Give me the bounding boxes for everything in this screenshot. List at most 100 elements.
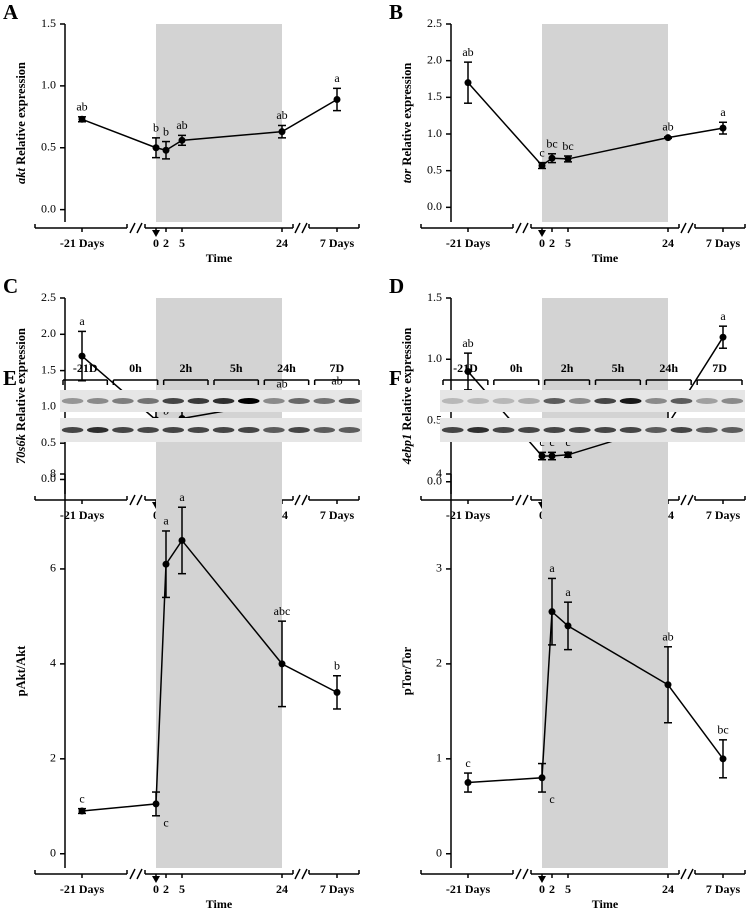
y-tick-label: 1.5 [427,290,442,304]
blot-band [187,398,210,404]
blot-band [441,427,464,433]
data-point [548,154,556,162]
data-point [278,128,286,136]
blot-lane-label: 24h [277,361,296,375]
x-tick-label: 7 Days [706,508,741,522]
data-point [564,155,572,163]
y-tick-label: 0 [50,846,56,860]
blot-band [518,427,540,433]
significance-letter: abc [274,604,291,618]
x-tick-label: 24 [276,882,288,896]
blot-band [61,427,84,433]
axis-break [129,222,136,234]
blot-band [86,427,109,433]
axis-break [129,868,136,880]
y-axis-label-text: pAkt/Akt [14,645,28,697]
significance-letter: c [549,792,554,806]
y-tick-label: 2.0 [41,326,56,340]
x-tick-label: 7 Days [320,236,355,250]
blot-band [338,398,361,404]
blot-band [237,427,260,433]
blot-lane-label: 7D [712,361,727,375]
significance-letter: ab [462,336,473,350]
y-axis-label-text: pTor/Tor [400,646,414,695]
blot-band [543,398,566,404]
blot-lane-label: 7D [329,361,344,375]
y-tick-label: 4 [50,656,56,670]
x-tick-label: 0 [153,882,159,896]
blot-band [137,427,159,433]
data-point [464,368,472,375]
x-tick-label: 24 [662,882,674,896]
blot-band [263,398,285,404]
blot-band [112,427,134,433]
blot-band [237,398,260,404]
data-point [548,608,556,616]
blot-band [61,398,84,404]
y-axis-label-gene: tor [400,169,414,184]
significance-letter: a [79,314,85,328]
significance-letter: c [465,756,470,770]
data-point [464,79,472,87]
blot-band [288,398,310,404]
x-tick-label: -21 Days [446,508,491,522]
y-axis-label: pTor/Tor [400,646,414,695]
blot-band [112,398,134,404]
data-line [467,610,724,784]
x-tick-label: 7 Days [706,882,741,896]
y-axis-label-gene: 4ebp1 [400,434,414,466]
axis-break [680,222,687,234]
y-tick-label: 4 [436,466,442,480]
y-axis-label: pAkt/Akt [14,645,28,697]
x-tick-label: 0 [539,882,545,896]
axis-break [680,868,687,880]
y-tick-label: 2.0 [427,52,442,66]
data-line [81,539,338,812]
blot-band [721,427,744,433]
y-axis-label-gene: 70s6k [14,433,28,464]
shaded-region [156,24,282,222]
blot-lane-label: 5h [612,361,625,375]
x-tick-label: -21 Days [60,508,105,522]
blot-band [594,398,617,404]
y-tick-label: 1.5 [41,16,56,30]
blot-band [86,398,109,404]
blot-strip [440,390,745,412]
data-point [538,774,546,782]
y-tick-label: 1.0 [427,126,442,140]
significance-letter: a [163,514,169,528]
shaded-region [156,474,282,868]
significance-letter: ab [462,45,473,59]
significance-letter: bc [717,723,728,737]
axis-break [687,222,694,234]
y-tick-label: 0.0 [427,474,442,488]
significance-letter: ab [176,118,187,132]
y-tick-label: 0 [436,846,442,860]
panel-letter: B [389,0,403,24]
shaded-region [542,24,668,222]
data-point [162,560,170,568]
blot-lane-label: -21D [73,361,98,375]
panel-letter: D [389,274,404,298]
significance-letter: a [720,309,726,323]
x-tick-label: 24 [276,236,288,250]
significance-letter: ab [662,630,673,644]
axis-break [515,868,522,880]
axis-break [515,222,522,234]
y-tick-label: 1.0 [427,351,442,365]
data-line [467,82,724,167]
axis-break [129,494,136,506]
stress-marker [152,230,160,237]
shaded-region [542,474,668,868]
axis-break [301,222,308,234]
significance-letter: c [539,145,544,159]
blot-strip [440,418,745,442]
blot-band [518,398,540,404]
blot-band [695,398,718,404]
y-axis-label-gene: akt [14,168,28,185]
significance-letter: ab [76,100,87,114]
x-axis-label: Time [206,897,233,910]
axis-break [301,494,308,506]
blot-lane-label: 0h [129,361,142,375]
